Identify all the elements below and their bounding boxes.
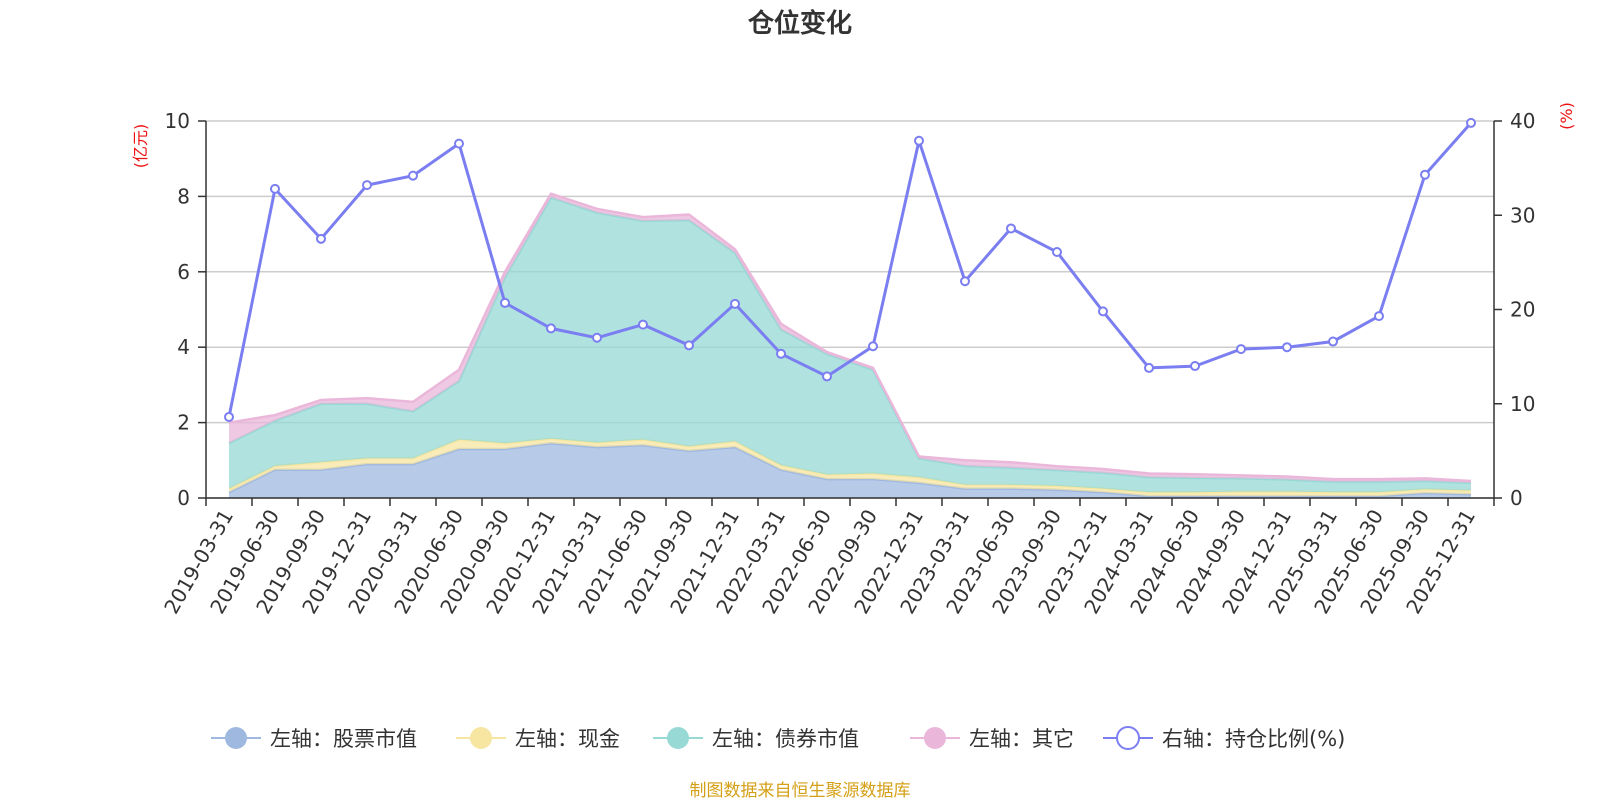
left-tick-label: 2 — [177, 411, 190, 435]
ratio-point — [362, 180, 372, 191]
legend-marker-icon — [667, 727, 689, 749]
right-tick-label: 20 — [1510, 298, 1535, 322]
ratio-point — [1466, 117, 1476, 128]
legend-label: 左轴：股票市值 — [270, 727, 417, 751]
ratio-point — [546, 323, 556, 334]
ratio-point — [868, 341, 878, 352]
legend-label: 左轴：其它 — [969, 727, 1074, 751]
left-tick-label: 10 — [165, 109, 190, 133]
legend-label: 右轴：持仓比例(%) — [1162, 727, 1345, 751]
right-axis-unit: (%) — [1557, 102, 1576, 130]
legend: 左轴：股票市值 左轴：现金 左轴：债券市值 左轴：其它 右轴：持仓比例(%) — [211, 726, 1345, 751]
ratio-point — [592, 332, 602, 343]
legend-marker-icon — [924, 727, 946, 749]
left-tick-label: 8 — [177, 184, 190, 208]
ratio-line — [224, 117, 1476, 422]
right-tick-label: 30 — [1510, 203, 1535, 227]
ratio-point — [638, 319, 648, 330]
ratio-point — [1420, 169, 1430, 180]
ratio-point — [822, 371, 832, 382]
chart-title: 仓位变化 — [747, 8, 852, 39]
ratio-point — [500, 297, 510, 308]
right-tick-label: 40 — [1510, 109, 1535, 133]
ratio-point — [776, 348, 786, 359]
left-tick-label: 4 — [177, 335, 190, 359]
ratio-point — [960, 276, 970, 287]
legend-item: 左轴：其它 — [910, 727, 1074, 751]
ratio-point — [684, 340, 694, 351]
left-tick-label: 0 — [177, 486, 190, 510]
right-tick-label: 0 — [1510, 486, 1523, 510]
area-左轴：股票市值 — [229, 443, 1471, 498]
legend-marker-icon — [1116, 726, 1140, 750]
right-tick-label: 10 — [1510, 392, 1535, 416]
ratio-point — [1328, 336, 1338, 347]
legend-marker-icon — [470, 727, 492, 749]
legend-item: 左轴：股票市值 — [211, 727, 417, 751]
ratio-point — [1144, 362, 1154, 373]
legend-item: 左轴：现金 — [456, 727, 620, 751]
ratio-point — [270, 183, 280, 194]
ratio-point — [1052, 247, 1062, 258]
left-axis-unit: (亿元) — [131, 124, 150, 169]
source-note: 制图数据来自恒生聚源数据库 — [689, 781, 911, 801]
ratio-point — [454, 138, 464, 149]
ratio-point — [224, 411, 234, 422]
ratio-point — [1006, 223, 1016, 234]
legend-item: 右轴：持仓比例(%) — [1103, 726, 1345, 751]
ratio-point — [316, 233, 326, 244]
area-左轴：其它 — [229, 193, 1471, 483]
legend-label: 左轴：现金 — [515, 727, 620, 751]
ratio-point — [730, 298, 740, 309]
ratio-point — [1098, 306, 1108, 317]
area-左轴：债券市值 — [229, 197, 1471, 493]
legend-label: 左轴：债券市值 — [712, 727, 859, 751]
ratio-line-path — [227, 121, 1473, 418]
ratio-point — [408, 170, 418, 181]
ratio-point — [1374, 311, 1384, 322]
ratio-point — [1190, 361, 1200, 372]
ratio-point — [1282, 342, 1292, 353]
ratio-point — [1236, 344, 1246, 355]
left-tick-label: 6 — [177, 260, 190, 284]
ratio-point — [914, 135, 924, 146]
legend-item: 左轴：债券市值 — [653, 727, 859, 751]
legend-marker-icon — [225, 727, 247, 749]
